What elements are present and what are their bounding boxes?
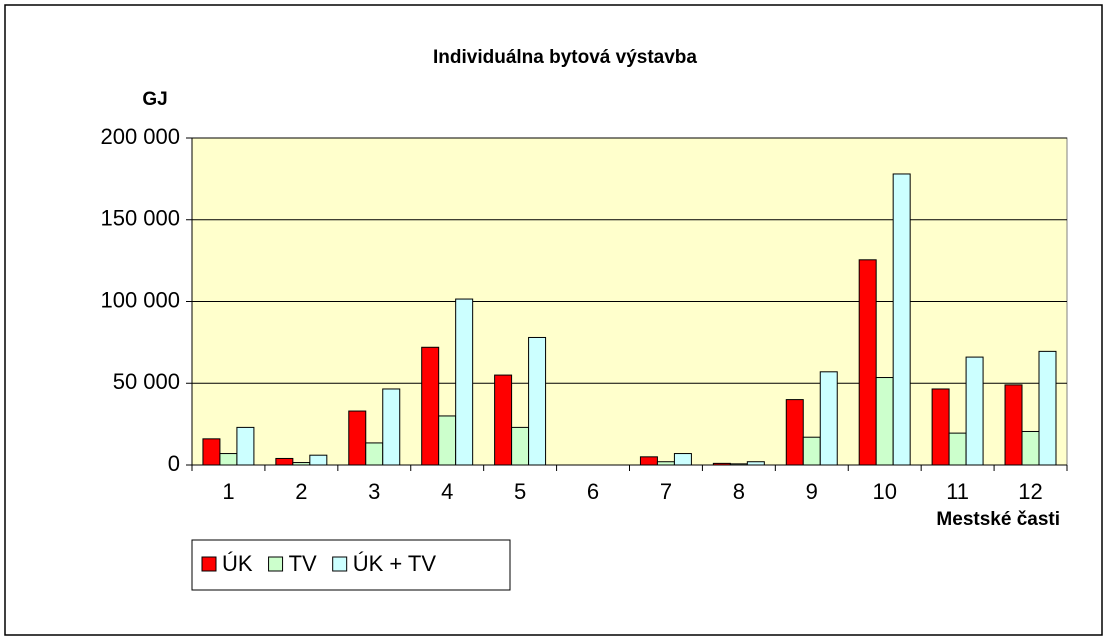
y-axis-label: GJ bbox=[142, 89, 167, 110]
bar bbox=[1004, 384, 1023, 466]
bar bbox=[511, 426, 530, 466]
chart-title: Individuálna bytová výstavba bbox=[433, 47, 697, 68]
bar bbox=[785, 399, 804, 466]
bar bbox=[931, 388, 950, 466]
x-tick-label: 8 bbox=[733, 479, 745, 504]
bar bbox=[1038, 350, 1057, 466]
bar bbox=[382, 388, 401, 466]
y-tick-label: 0 bbox=[168, 451, 180, 476]
x-tick-label: 4 bbox=[441, 479, 453, 504]
x-tick-label: 9 bbox=[806, 479, 818, 504]
bar bbox=[528, 336, 547, 466]
bar bbox=[965, 356, 984, 466]
bar bbox=[639, 456, 658, 466]
legend-label: ÚK bbox=[222, 551, 253, 576]
x-tick-label: 11 bbox=[946, 479, 969, 504]
legend-swatch bbox=[268, 556, 284, 572]
x-tick-label: 10 bbox=[872, 479, 896, 504]
x-tick-label: 1 bbox=[222, 479, 234, 504]
x-tick-label: 6 bbox=[587, 479, 599, 504]
bar bbox=[802, 436, 821, 466]
bar bbox=[275, 457, 294, 466]
bar bbox=[948, 432, 967, 466]
x-tick-label: 12 bbox=[1018, 479, 1042, 504]
legend-label: TV bbox=[289, 551, 317, 576]
x-tick-label: 3 bbox=[368, 479, 380, 504]
x-tick-label: 7 bbox=[660, 479, 672, 504]
bar bbox=[202, 438, 221, 466]
legend-label: ÚK + TV bbox=[353, 551, 437, 576]
x-tick-label: 2 bbox=[295, 479, 307, 504]
bar bbox=[1021, 430, 1040, 466]
bar bbox=[875, 377, 894, 466]
legend bbox=[191, 539, 511, 591]
bar bbox=[236, 426, 255, 466]
bar bbox=[421, 346, 440, 466]
legend-swatch bbox=[332, 556, 348, 572]
bar bbox=[858, 259, 877, 466]
y-tick-label: 100 000 bbox=[100, 287, 180, 312]
y-tick-label: 150 000 bbox=[100, 206, 180, 231]
bar bbox=[309, 454, 328, 466]
y-tick-label: 50 000 bbox=[113, 369, 180, 394]
y-tick-label: 200 000 bbox=[100, 124, 180, 149]
bar bbox=[438, 415, 457, 466]
x-axis-label: Mestské časti bbox=[936, 509, 1060, 530]
bar bbox=[819, 371, 838, 466]
x-tick-label: 5 bbox=[514, 479, 526, 504]
legend-swatch bbox=[201, 556, 217, 572]
bar bbox=[365, 442, 384, 466]
bar bbox=[219, 453, 238, 466]
bar bbox=[455, 298, 474, 466]
bar bbox=[348, 410, 367, 466]
bar bbox=[673, 453, 692, 466]
bar bbox=[892, 173, 911, 466]
bar bbox=[494, 374, 513, 466]
